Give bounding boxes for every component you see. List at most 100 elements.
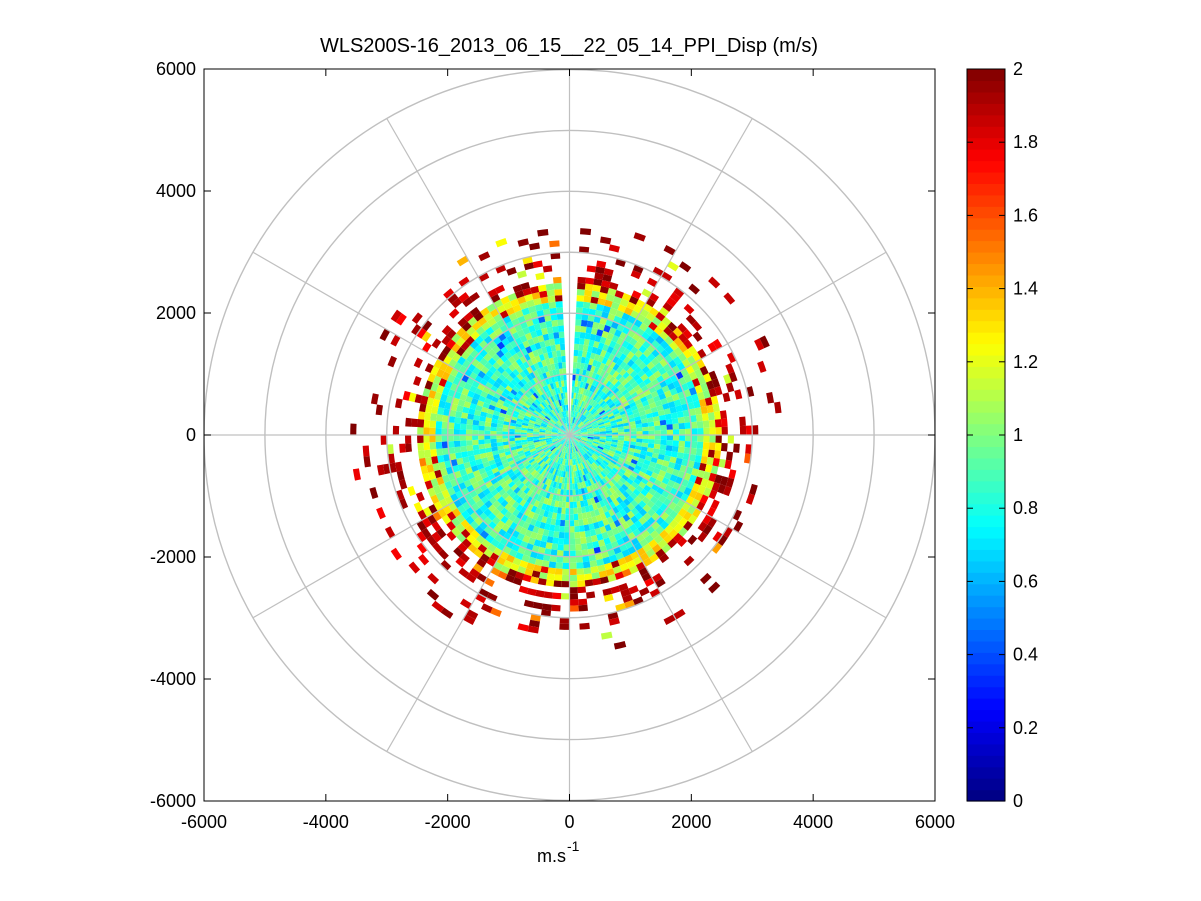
ppi-cell [638, 470, 646, 478]
ppi-cell [542, 400, 549, 407]
ppi-cell [688, 371, 698, 381]
ppi-cell [569, 532, 575, 539]
ppi-cell [585, 326, 593, 334]
ppi-cell [559, 519, 566, 527]
ppi-cell [606, 516, 614, 525]
ppi-cell [545, 517, 552, 525]
ppi-cell [504, 465, 512, 472]
ppi-cell [550, 446, 556, 452]
ppi-cell [583, 419, 590, 425]
ppi-cell [593, 452, 600, 458]
ppi-cell [596, 303, 605, 312]
ppi-cell [582, 555, 590, 563]
ppi-cell [607, 382, 615, 390]
ppi-cell [527, 440, 534, 444]
ppi-cell [581, 512, 588, 520]
ppi-cell [638, 381, 647, 389]
ppi-cell [659, 330, 669, 341]
ppi-cell [533, 439, 540, 443]
ppi-cell [592, 578, 602, 586]
ppi-cell [630, 354, 639, 363]
ppi-cell [642, 348, 652, 358]
ppi-cell [583, 338, 590, 346]
ppi-cell [685, 428, 692, 435]
ppi-cell [498, 373, 507, 382]
ppi-cell [584, 403, 590, 410]
colorbar-tick-label: 1.8 [1013, 132, 1038, 152]
ppi-cell [572, 368, 577, 375]
ppi-cell [441, 345, 452, 356]
ppi-cell [643, 389, 651, 397]
ppi-cell [620, 398, 628, 405]
ppi-cell [576, 501, 581, 508]
ppi-cell [582, 417, 588, 423]
ppi-cell [496, 442, 504, 447]
ppi-cell [581, 462, 587, 469]
ppi-cell [586, 498, 593, 506]
ppi-cell [599, 525, 607, 534]
ppi-cell [603, 593, 614, 602]
ppi-cell [589, 417, 596, 422]
ppi-cell [576, 386, 580, 394]
ppi-cell [546, 326, 554, 334]
ppi-cell [584, 357, 590, 365]
ppi-cell [390, 309, 402, 323]
ppi-cell [447, 435, 454, 442]
ppi-cell [605, 568, 615, 577]
ppi-cell [535, 589, 545, 598]
ppi-cell [564, 459, 567, 466]
ppi-cell [521, 554, 530, 563]
ppi-cell [560, 380, 565, 387]
ppi-cell [599, 576, 609, 584]
ppi-cell [557, 436, 564, 439]
ppi-cell [691, 483, 701, 492]
ppi-cell [571, 440, 576, 447]
ppi-cell [416, 531, 427, 543]
ppi-cell [581, 429, 588, 432]
ppi-cell [524, 480, 532, 488]
ppi-cell [577, 421, 583, 427]
ppi-cell [664, 524, 674, 535]
ppi-cell [589, 407, 596, 414]
ppi-cell [612, 355, 620, 364]
ppi-cell [552, 427, 559, 431]
ppi-cell [660, 349, 669, 359]
ppi-cell [466, 354, 475, 364]
ppi-cell [610, 469, 617, 476]
ppi-cell [534, 507, 542, 515]
ppi-cell [469, 306, 480, 317]
ppi-cell [570, 423, 573, 430]
ppi-cell [428, 471, 437, 481]
ppi-cell [461, 321, 472, 332]
ppi-cell [715, 435, 722, 443]
ppi-cell [526, 496, 533, 504]
ppi-cell [630, 507, 639, 516]
ppi-cell [669, 341, 679, 351]
ppi-cell [479, 504, 489, 513]
ppi-cell [478, 512, 488, 522]
ppi-cell [441, 428, 448, 435]
ppi-cell [632, 455, 640, 462]
ppi-cell [492, 345, 501, 354]
colorbar-swatch [967, 252, 1005, 265]
ppi-cell [621, 312, 631, 322]
colorbar-swatch [967, 492, 1005, 505]
ppi-cell [653, 383, 662, 391]
ppi-cell [575, 556, 583, 563]
ppi-cell [606, 373, 613, 381]
ppi-cell [576, 295, 585, 302]
ppi-cell [520, 407, 528, 413]
ppi-cell [526, 299, 535, 308]
ppi-cell [621, 389, 629, 396]
ppi-cell [554, 568, 563, 575]
ppi-cell [573, 446, 577, 453]
ppi-cell [451, 297, 463, 309]
ppi-cell [539, 460, 546, 467]
ppi-cell [577, 580, 586, 588]
ppi-cell [595, 404, 602, 411]
ppi-cell [571, 453, 574, 460]
ppi-cell [587, 548, 595, 556]
ppi-cell [571, 410, 574, 417]
ppi-cell [584, 480, 590, 488]
ppi-cell [573, 349, 579, 357]
